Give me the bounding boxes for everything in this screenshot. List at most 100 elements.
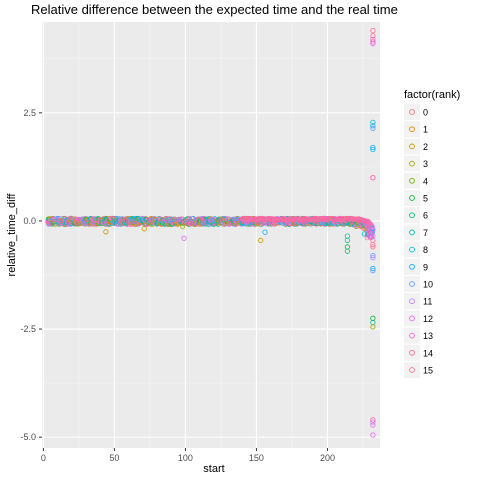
outlier-point [370,252,376,259]
baseline-point [319,216,325,222]
legend-key [404,104,420,120]
baseline-point [245,216,251,222]
outlier-point [370,324,376,330]
legend-key [404,276,420,292]
legend-marker [409,177,415,184]
x-axis-label: start [203,463,224,475]
outlier-point [370,144,376,151]
y-tick-label: -2.5 [20,324,36,334]
x-tick-label: 50 [109,453,119,463]
outlier-point [181,235,187,241]
outlier-point [370,432,376,438]
legend-label: 13 [423,331,433,341]
outlier-point [370,28,376,34]
legend-key [404,344,420,361]
legend-label: 12 [423,314,433,324]
outlier-point [370,119,376,125]
outlier-point [370,422,376,428]
legend-marker [409,195,415,201]
legend-key [404,327,420,344]
plot-panel [42,22,380,448]
x-tick-label: 200 [320,453,335,463]
y-axis-label: relative_time_diff [6,193,18,277]
legend-label: 7 [423,228,428,238]
outlier-point [361,231,367,237]
outlier-point [141,226,147,232]
y-tick-label: 2.5 [23,108,36,118]
legend-marker [409,367,415,373]
legend-key [404,190,420,206]
legend-key [404,258,420,275]
legend-key [404,138,420,155]
x-tick-label: 0 [41,453,46,463]
outlier-point [370,226,376,233]
legend-key [404,362,420,378]
legend-marker [409,126,415,133]
legend-marker [409,160,415,167]
legend-label: 15 [423,366,433,376]
axes: 0 50 100 150 200 -5.0 -2.5 0.0 2.5 [20,108,334,463]
baseline-point [321,216,327,222]
outlier-point [370,175,376,181]
baseline-point [291,216,297,222]
legend-key [404,121,420,138]
legend-label: 0 [423,108,428,118]
legend-label: 11 [423,297,432,307]
outlier-point [370,417,376,423]
legend-label: 6 [423,211,428,221]
baseline-point [258,216,264,222]
outlier-point [344,237,350,244]
baseline-point [340,216,346,222]
legend-label: 2 [423,142,428,152]
baseline-point [257,215,263,222]
legend-marker [409,246,415,253]
baseline-point [315,216,321,222]
baseline-point [331,216,337,222]
chart-title: Relative difference between the expected… [31,2,398,17]
legend-key [404,224,420,241]
baseline-point [322,215,328,221]
legend-label: 3 [423,159,428,169]
baseline-point [243,216,249,222]
tail-point [367,230,373,236]
data-points [45,28,376,438]
baseline-point [301,216,307,222]
outlier-point [370,125,376,131]
outlier-point [370,268,376,274]
baseline-point [295,216,301,223]
baseline-point [345,216,351,222]
baseline-point [324,216,330,222]
legend-marker [409,212,415,219]
legend-marker [409,143,415,150]
tail-point [367,233,373,239]
outlier-point [103,229,109,235]
legend-marker [409,315,415,322]
baseline-point [95,217,101,223]
outlier-point [370,242,376,248]
legend-label: 9 [423,262,428,272]
legend-key [404,310,420,327]
legend-marker [409,229,415,236]
x-tick-label: 100 [178,453,193,463]
legend-label: 4 [423,176,428,186]
outlier-point [370,419,376,425]
baseline-point [268,217,274,223]
legend-label: 14 [423,348,433,358]
y-tick-label: 0.0 [23,216,36,226]
outlier-point [344,248,350,254]
tail-point [369,224,375,230]
baseline-point [344,216,350,222]
baseline-point [252,216,258,222]
outlier-point [370,39,376,45]
outlier-point [179,223,186,229]
baseline-point [348,216,354,222]
y-tick-label: -5.0 [20,432,36,442]
legend-marker [409,109,415,115]
baseline-point [256,216,262,222]
legend-label: 10 [423,280,433,290]
baseline-point [260,216,266,223]
legend-marker [409,349,415,356]
outlier-point [370,41,376,47]
legend-label: 5 [423,194,428,204]
